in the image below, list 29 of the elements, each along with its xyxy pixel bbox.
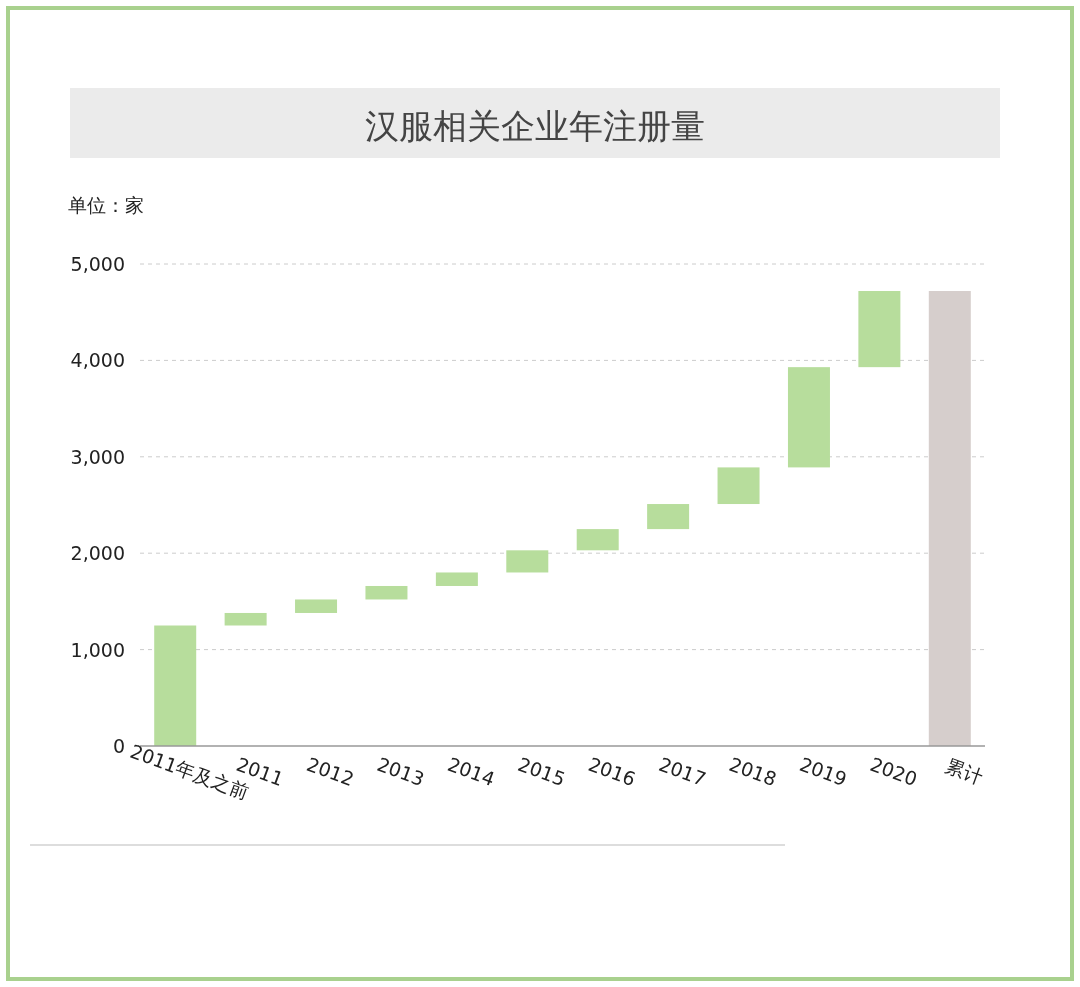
bar [224, 612, 267, 626]
y-tick-label: 0 [112, 735, 125, 757]
x-tick-label: 累计 [942, 754, 986, 789]
y-tick-label: 2,000 [70, 542, 125, 565]
x-tick-label: 2018 [726, 752, 780, 791]
y-tick-label: 1,000 [70, 638, 125, 661]
x-tick-label: 2012 [303, 752, 357, 791]
x-tick-label: 2017 [656, 752, 709, 791]
bar [717, 467, 760, 505]
bar [576, 529, 619, 551]
bar [858, 290, 901, 368]
bar [787, 367, 830, 468]
y-tick-label: 4,000 [70, 349, 125, 372]
bar [506, 550, 549, 573]
x-tick-label: 2016 [585, 752, 639, 791]
x-tick-label: 2020 [867, 752, 921, 791]
x-tick-label: 2014 [444, 752, 498, 791]
bar [154, 625, 197, 746]
bar [295, 599, 338, 613]
y-axis-title: 单位：家 [68, 194, 144, 216]
chart-title: 汉服相关企业年注册量 [365, 106, 705, 146]
bar [435, 572, 478, 586]
y-tick-label: 5,000 [70, 253, 125, 275]
bar [647, 504, 690, 530]
y-tick-label: 3,000 [70, 445, 125, 468]
x-tick-label: 2019 [796, 752, 850, 791]
bar [365, 585, 408, 600]
x-tick-label: 2013 [374, 752, 428, 791]
x-tick-label: 2015 [515, 752, 569, 791]
